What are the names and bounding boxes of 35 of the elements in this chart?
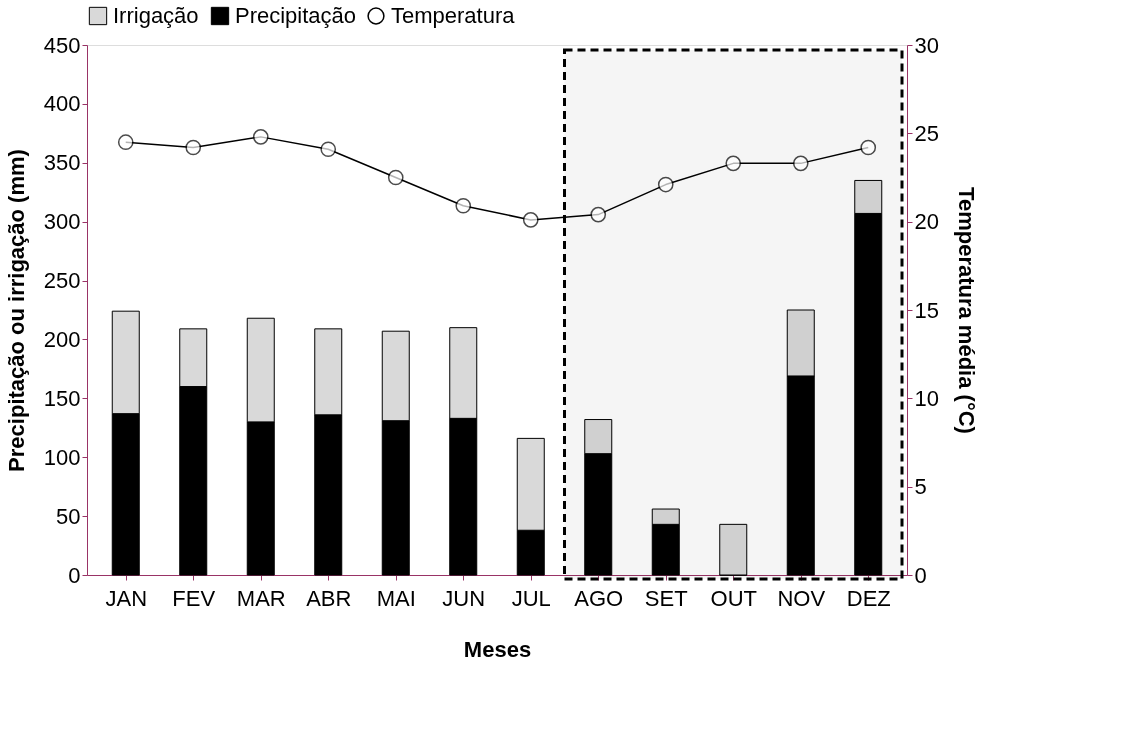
x-tick-label: AGO bbox=[574, 585, 624, 611]
y-tick-label: 100 bbox=[43, 444, 81, 470]
x-tick-label: OUT bbox=[710, 585, 757, 611]
x-tick-label: DEZ bbox=[846, 585, 891, 611]
y-tick-label: 250 bbox=[43, 268, 81, 294]
legend-label: Precipitação bbox=[235, 3, 357, 28]
x-tick-label: JUL bbox=[511, 585, 551, 611]
x-tick-label: JAN bbox=[105, 585, 148, 611]
y-tick-label: 150 bbox=[43, 385, 81, 411]
x-tick-label: SET bbox=[644, 585, 688, 611]
legend-label: Temperatura bbox=[391, 3, 516, 28]
x-tick-label: ABR bbox=[306, 585, 352, 611]
y-tick-label: 200 bbox=[43, 326, 81, 352]
y2-tick-label: 25 bbox=[914, 120, 939, 146]
y-tick-label: 450 bbox=[43, 32, 81, 58]
y2-tick-label: 30 bbox=[914, 32, 939, 58]
y-tick-label: 400 bbox=[43, 91, 81, 117]
y2-tick-label: 10 bbox=[914, 385, 939, 411]
x-tick-label: MAR bbox=[236, 585, 286, 611]
y2-tick-label: 0 bbox=[914, 562, 927, 588]
y-tick-label: 350 bbox=[43, 150, 81, 176]
x-tick-label: MAI bbox=[376, 585, 416, 611]
x-tick-label: JUN bbox=[442, 585, 486, 611]
y-tick-label: 300 bbox=[43, 209, 81, 235]
y2-tick-label: 20 bbox=[914, 209, 939, 235]
y2-tick-label: 15 bbox=[914, 297, 939, 323]
x-tick-label: NOV bbox=[777, 585, 826, 611]
x-axis-title: Meses bbox=[463, 636, 532, 662]
y-tick-label: 0 bbox=[68, 562, 81, 588]
y-axis-title: Precipitação ou irrigação (mm) bbox=[3, 149, 29, 472]
y2-axis-title: Temperatura média (°C) bbox=[953, 187, 979, 434]
x-tick-label: FEV bbox=[172, 585, 216, 611]
y-tick-label: 50 bbox=[56, 503, 81, 529]
legend-label: Irrigação bbox=[113, 3, 199, 28]
y2-tick-label: 5 bbox=[914, 474, 927, 500]
